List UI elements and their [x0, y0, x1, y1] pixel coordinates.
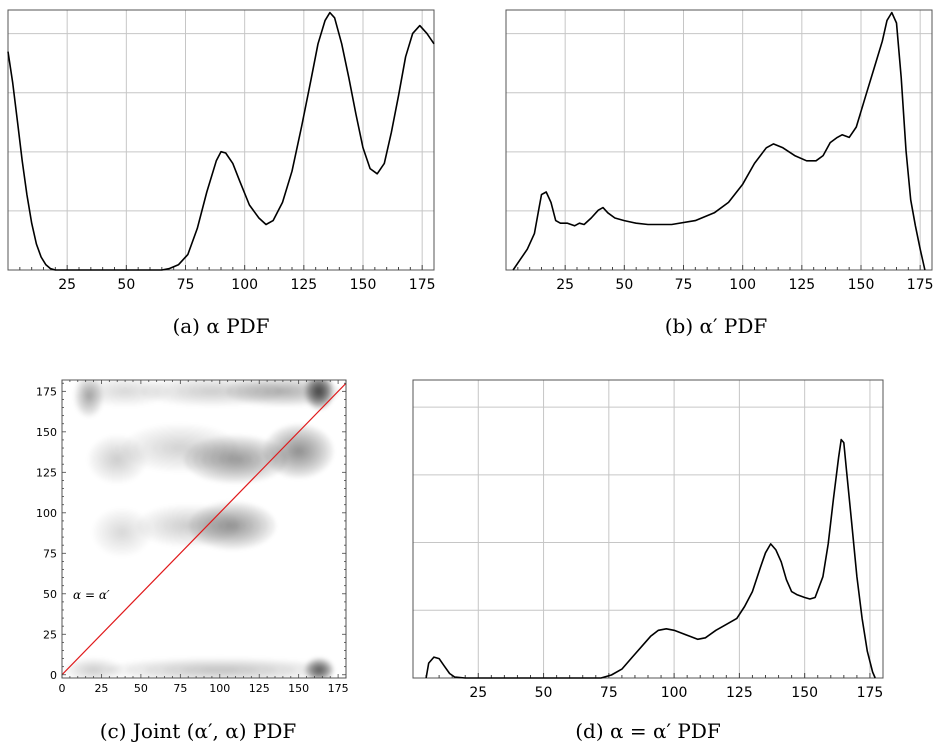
- density-blob: [171, 444, 190, 452]
- density-blob: [89, 668, 98, 672]
- y-tick-label: 125: [36, 466, 57, 479]
- x-tick-label: 100: [729, 277, 756, 293]
- x-tick-label: 25: [469, 685, 487, 701]
- density-blob: [200, 668, 239, 672]
- x-tick-label: 50: [535, 685, 553, 701]
- x-tick-label: 150: [350, 277, 377, 293]
- density-blob: [225, 521, 240, 530]
- x-tick-label: 100: [231, 277, 258, 293]
- x-tick-label: 175: [907, 277, 934, 293]
- x-tick-label: 125: [290, 277, 317, 293]
- y-tick-label: 100: [36, 507, 57, 520]
- x-tick-label: 50: [134, 682, 148, 695]
- caption-b: (b) α′ PDF: [665, 314, 768, 338]
- x-tick-label: 50: [117, 277, 135, 293]
- caption-d: (d) α = α′ PDF: [575, 719, 721, 743]
- density-blob: [113, 455, 122, 463]
- series-line: [7, 11, 435, 271]
- panel-a-alpha-pdf: 25 50 75 100 125 150 175: [7, 9, 436, 293]
- x-tick-label: 125: [249, 682, 270, 695]
- y-tick-label: 150: [36, 426, 57, 439]
- density-blob: [200, 389, 224, 394]
- x-tick-label: 75: [675, 277, 693, 293]
- panel-b-alpha-prime-pdf: 25 50 75 100 125 150 175: [505, 9, 934, 293]
- x-tick-label: 25: [58, 277, 76, 293]
- x-tick-label: 175: [857, 685, 884, 701]
- x-tick-label: 150: [288, 682, 309, 695]
- y-tick-label: 75: [43, 547, 57, 560]
- panel-c-joint-pdf: 0 25 50 75 100 125 150 175 0 25 50 75 100 125 150 175 α …: [36, 379, 349, 695]
- x-tick-label: 125: [726, 685, 753, 701]
- y-tick-label: 25: [43, 628, 57, 641]
- y-tick-label: 0: [50, 669, 57, 682]
- x-tick-label: 150: [791, 685, 818, 701]
- density-blob: [227, 455, 245, 464]
- x-tick-label: 0: [59, 682, 66, 695]
- diagonal-annotation: α = α′: [73, 588, 110, 602]
- x-tick-label: 175: [328, 682, 349, 695]
- x-tick-label: 75: [177, 277, 195, 293]
- series-line: [512, 11, 926, 271]
- x-tick-label: 125: [788, 277, 815, 293]
- x-tick-label: 50: [615, 277, 633, 293]
- identity-diagonal-line: [62, 382, 346, 676]
- caption-a: (a) α PDF: [172, 314, 269, 338]
- x-tick-label: 100: [209, 682, 230, 695]
- plot-frame: [412, 379, 884, 679]
- panel-d-alpha-equals-alpha-prime-pdf: 25 50 75 100 125 150 175: [412, 379, 884, 701]
- plot-frame: [7, 9, 435, 271]
- x-tick-label: 25: [94, 682, 108, 695]
- plot-frame: [505, 9, 933, 271]
- density-blob: [118, 389, 132, 394]
- density-blob: [117, 528, 126, 536]
- density-blob: [292, 446, 305, 456]
- y-tick-label: 50: [43, 588, 57, 601]
- heatmap-density: [74, 380, 340, 678]
- x-tick-label: 75: [173, 682, 187, 695]
- y-tick-label: 175: [36, 385, 57, 398]
- x-tick-label: 175: [409, 277, 436, 293]
- density-blob: [273, 388, 293, 394]
- series-line: [425, 438, 876, 679]
- caption-c: (c) Joint (α′, α) PDF: [100, 719, 297, 743]
- x-tick-label: 75: [600, 685, 618, 701]
- x-tick-label: 150: [848, 277, 875, 293]
- density-blob: [180, 522, 197, 529]
- density-blob: [86, 392, 92, 400]
- x-tick-label: 25: [556, 277, 574, 293]
- x-tick-label: 100: [661, 685, 688, 701]
